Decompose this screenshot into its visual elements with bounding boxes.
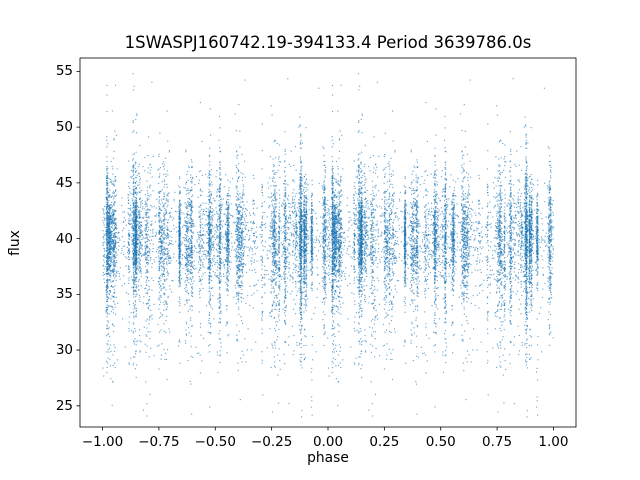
y-axis-label: flux	[7, 230, 23, 256]
x-tick-label: 0.75	[482, 434, 513, 450]
x-tick-label: 1.00	[538, 434, 569, 450]
x-tick-label: 0.25	[369, 434, 400, 450]
y-tick-label: 40	[55, 230, 73, 247]
x-tick-label: 0.50	[425, 434, 456, 450]
y-tick-label: 55	[55, 63, 73, 80]
y-tick-label: 50	[55, 119, 73, 136]
x-tick-label: 0.00	[312, 434, 344, 450]
x-axis-label: phase	[307, 450, 349, 466]
chart-title: 1SWASPJ160742.19-394133.4 Period 3639786…	[124, 33, 532, 52]
x-tick-label: −1.00	[81, 434, 124, 450]
x-tick-label: −0.25	[250, 434, 293, 450]
y-tick-label: 35	[55, 286, 73, 303]
x-tick-label: −0.75	[138, 434, 180, 450]
y-tick-label: 45	[55, 174, 73, 191]
x-tick-label: −0.50	[194, 434, 236, 450]
y-tick-label: 30	[55, 342, 73, 359]
y-tick-label: 25	[55, 397, 73, 414]
